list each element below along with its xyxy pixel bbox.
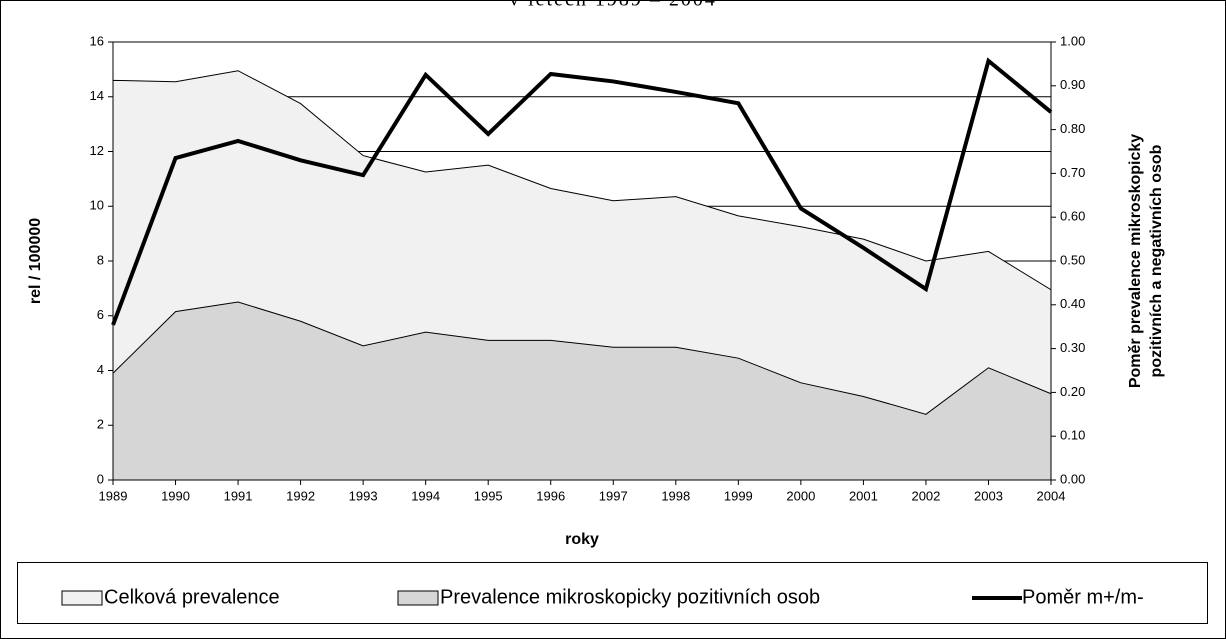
line	[111, 57, 1053, 326]
area	[112, 301, 1052, 481]
x-tick-label: 1990	[161, 488, 190, 503]
x-tick-label: 1995	[474, 488, 503, 503]
y-tick-label: 6	[97, 307, 104, 322]
x-tick-label: 2001	[849, 488, 878, 503]
x-tick-label: 1999	[724, 488, 753, 503]
x-tick-label: 1997	[599, 488, 628, 503]
legend-label: Poměr m+/m-	[1022, 586, 1144, 608]
legend-swatch	[61, 590, 103, 606]
y-tick-label: 0	[97, 471, 104, 486]
y-tick-label: 2	[97, 417, 104, 432]
y-tick-label: 8	[97, 252, 104, 267]
x-tick-label: 2003	[974, 488, 1003, 503]
x-tick-label: 1998	[661, 488, 690, 503]
x-tick-label: 2000	[786, 488, 815, 503]
y2-tick-label: 0.50	[1060, 252, 1085, 267]
y-tick-label: 16	[90, 33, 104, 48]
y2-axis-label: Poměr prevalence mikroskopicky	[1127, 134, 1144, 388]
y2-tick-label: 0.70	[1060, 165, 1085, 180]
y-axis-label: rel / 100000	[27, 218, 44, 304]
x-tick-label: 1989	[99, 488, 128, 503]
x-tick-label: 1993	[349, 488, 378, 503]
y2-tick-label: 0.90	[1060, 77, 1085, 92]
x-axis-label: roky	[565, 531, 599, 548]
legend-swatch	[397, 590, 439, 606]
y2-tick-label: 0.00	[1060, 471, 1085, 486]
x-tick-label: 1996	[536, 488, 565, 503]
legend-label: Celková prevalence	[104, 586, 280, 608]
y-tick-label: 14	[90, 88, 104, 103]
x-tick-label: 2004	[1037, 488, 1066, 503]
y2-tick-label: 1.00	[1060, 33, 1085, 48]
x-tick-label: 2002	[911, 488, 940, 503]
y2-tick-label: 0.30	[1060, 340, 1085, 355]
y2-tick-label: 0.20	[1060, 384, 1085, 399]
y-tick-label: 10	[90, 198, 104, 213]
y2-tick-label: 0.80	[1060, 121, 1085, 136]
y-tick-label: 4	[97, 362, 104, 377]
x-tick-label: 1992	[286, 488, 315, 503]
x-tick-label: 1991	[224, 488, 253, 503]
x-tick-label: 1994	[411, 488, 440, 503]
y2-tick-label: 0.60	[1060, 209, 1085, 224]
y2-axis-label: pozitivních a negativních osob	[1148, 144, 1165, 377]
y2-tick-label: 0.40	[1060, 296, 1085, 311]
legend	[17, 562, 1208, 624]
y-tick-label: 12	[90, 143, 104, 158]
y2-tick-label: 0.10	[1060, 428, 1085, 443]
legend-label: Prevalence mikroskopicky pozitivních oso…	[440, 586, 820, 608]
chart-title: v letech 1989 – 2004	[509, 0, 717, 11]
